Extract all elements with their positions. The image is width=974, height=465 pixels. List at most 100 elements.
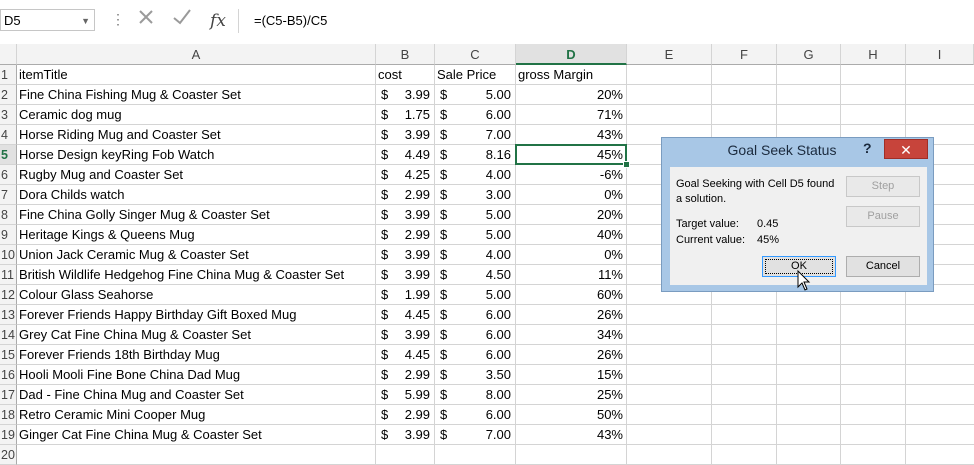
empty-cell[interactable]	[906, 325, 974, 345]
item-title-cell[interactable]: Grey Cat Fine China Mug & Coaster Set	[17, 325, 376, 345]
sale-price-cell[interactable]: $4.50	[435, 265, 516, 285]
row-header[interactable]: 4	[0, 125, 17, 145]
cost-cell[interactable]: $2.99	[376, 185, 435, 205]
gross-margin-cell[interactable]: 40%	[516, 225, 627, 245]
row-header[interactable]: 13	[0, 305, 17, 325]
column-header-h[interactable]: H	[841, 44, 906, 65]
empty-cell[interactable]	[712, 325, 777, 345]
empty-cell[interactable]	[841, 85, 906, 105]
gross-margin-cell[interactable]: 50%	[516, 405, 627, 425]
sale-price-cell[interactable]: $5.00	[435, 285, 516, 305]
empty-cell[interactable]	[627, 405, 712, 425]
help-button[interactable]: ?	[863, 140, 872, 156]
empty-cell[interactable]	[777, 445, 841, 465]
drag-handle-icon[interactable]: ⋮	[111, 11, 125, 27]
empty-cell[interactable]	[777, 365, 841, 385]
header-cell-item-title[interactable]: itemTitle	[17, 65, 376, 85]
cost-cell[interactable]: $3.99	[376, 325, 435, 345]
formula-input[interactable]: =(C5-B5)/C5	[238, 9, 974, 33]
empty-cell[interactable]	[841, 385, 906, 405]
empty-cell[interactable]	[627, 325, 712, 345]
empty-cell[interactable]	[627, 85, 712, 105]
column-header-c[interactable]: C	[435, 44, 516, 65]
row-header[interactable]: 3	[0, 105, 17, 125]
empty-cell[interactable]	[906, 425, 974, 445]
empty-cell[interactable]	[841, 325, 906, 345]
empty-cell[interactable]	[906, 265, 974, 285]
gross-margin-cell[interactable]: 20%	[516, 205, 627, 225]
empty-cell[interactable]	[906, 405, 974, 425]
empty-cell[interactable]	[376, 445, 435, 465]
empty-cell[interactable]	[906, 145, 974, 165]
empty-cell[interactable]	[712, 85, 777, 105]
empty-cell[interactable]	[906, 205, 974, 225]
item-title-cell[interactable]: Horse Design keyRing Fob Watch	[17, 145, 376, 165]
empty-cell[interactable]	[627, 365, 712, 385]
empty-cell[interactable]	[712, 305, 777, 325]
column-header-e[interactable]: E	[627, 44, 712, 65]
row-header[interactable]: 15	[0, 345, 17, 365]
item-title-cell[interactable]: Hooli Mooli Fine Bone China Dad Mug	[17, 365, 376, 385]
row-header[interactable]: 5	[0, 145, 17, 165]
column-header-g[interactable]: G	[777, 44, 841, 65]
sale-price-cell[interactable]: $3.00	[435, 185, 516, 205]
sale-price-cell[interactable]: $8.00	[435, 385, 516, 405]
name-box[interactable]: D5 ▼	[0, 9, 95, 31]
empty-cell[interactable]	[712, 425, 777, 445]
empty-cell[interactable]	[627, 425, 712, 445]
row-header[interactable]: 10	[0, 245, 17, 265]
row-header[interactable]: 12	[0, 285, 17, 305]
cost-cell[interactable]: $3.99	[376, 205, 435, 225]
row-header[interactable]: 16	[0, 365, 17, 385]
cost-cell[interactable]: $3.99	[376, 85, 435, 105]
row-header[interactable]: 1	[0, 65, 17, 85]
empty-cell[interactable]	[777, 105, 841, 125]
gross-margin-cell[interactable]: 60%	[516, 285, 627, 305]
cost-cell[interactable]: $1.75	[376, 105, 435, 125]
gross-margin-cell[interactable]: 25%	[516, 385, 627, 405]
gross-margin-cell[interactable]: -6%	[516, 165, 627, 185]
empty-cell[interactable]	[627, 445, 712, 465]
sale-price-cell[interactable]: $6.00	[435, 405, 516, 425]
column-header-f[interactable]: F	[712, 44, 777, 65]
empty-cell[interactable]	[712, 365, 777, 385]
empty-cell[interactable]	[906, 185, 974, 205]
empty-cell[interactable]	[841, 105, 906, 125]
empty-cell[interactable]	[777, 325, 841, 345]
empty-cell[interactable]	[906, 65, 974, 85]
item-title-cell[interactable]: Dad - Fine China Mug and Coaster Set	[17, 385, 376, 405]
empty-cell[interactable]	[906, 365, 974, 385]
empty-cell[interactable]	[841, 65, 906, 85]
empty-cell[interactable]	[906, 445, 974, 465]
empty-cell[interactable]	[777, 65, 841, 85]
cost-cell[interactable]: $3.99	[376, 125, 435, 145]
item-title-cell[interactable]: Rugby Mug and Coaster Set	[17, 165, 376, 185]
row-header[interactable]: 9	[0, 225, 17, 245]
empty-cell[interactable]	[627, 305, 712, 325]
cancel-button[interactable]: Cancel	[846, 256, 920, 277]
sale-price-cell[interactable]: $8.16	[435, 145, 516, 165]
row-header[interactable]: 19	[0, 425, 17, 445]
empty-cell[interactable]	[906, 165, 974, 185]
item-title-cell[interactable]: Heritage Kings & Queens Mug	[17, 225, 376, 245]
empty-cell[interactable]	[841, 305, 906, 325]
gross-margin-cell[interactable]: 20%	[516, 85, 627, 105]
empty-cell[interactable]	[777, 425, 841, 445]
cost-cell[interactable]: $4.49	[376, 145, 435, 165]
row-header[interactable]: 8	[0, 205, 17, 225]
empty-cell[interactable]	[712, 65, 777, 85]
header-cell-sale-price[interactable]: Sale Price	[435, 65, 516, 85]
item-title-cell[interactable]: Fine China Fishing Mug & Coaster Set	[17, 85, 376, 105]
empty-cell[interactable]	[841, 425, 906, 445]
sale-price-cell[interactable]: $5.00	[435, 205, 516, 225]
empty-cell[interactable]	[777, 405, 841, 425]
empty-cell[interactable]	[777, 345, 841, 365]
gross-margin-cell[interactable]	[516, 445, 627, 465]
fill-handle[interactable]	[623, 161, 630, 168]
sale-price-cell[interactable]: $5.00	[435, 85, 516, 105]
sale-price-cell[interactable]: $4.00	[435, 245, 516, 265]
gross-margin-cell[interactable]: 34%	[516, 325, 627, 345]
empty-cell[interactable]	[777, 85, 841, 105]
column-header-a[interactable]: A	[17, 44, 376, 65]
pause-button[interactable]: Pause	[846, 206, 920, 227]
